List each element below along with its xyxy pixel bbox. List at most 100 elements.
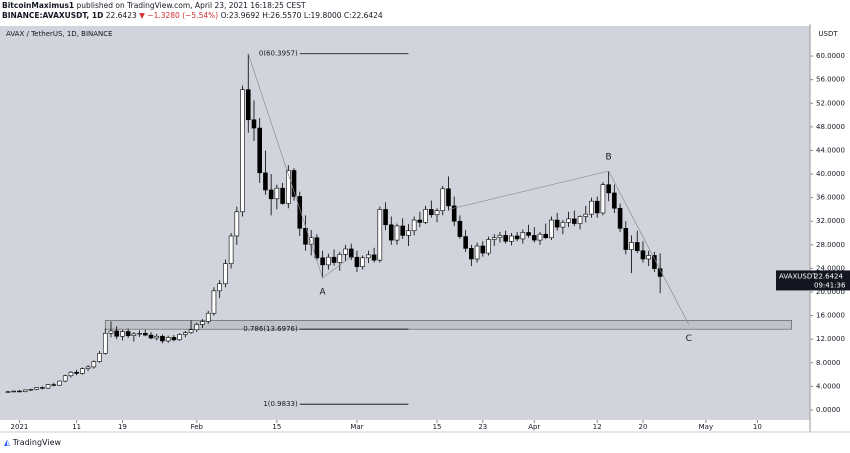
y-tick-label: 16.0000 [816, 312, 845, 320]
candle-body [537, 233, 543, 241]
fib-label: 0(60.3957) [259, 50, 298, 58]
candle-body [549, 219, 554, 239]
candle-body [623, 228, 629, 250]
candle-body [102, 332, 108, 354]
candle-body [474, 245, 480, 260]
candle-body [268, 189, 274, 200]
candle-body [263, 172, 268, 191]
candle-body [423, 209, 428, 223]
y-unit: USDT [818, 30, 838, 38]
candle-body [194, 324, 200, 331]
candle-body [223, 263, 228, 285]
candle-body [200, 321, 205, 325]
candle-body [131, 333, 137, 336]
x-tick-label: May [699, 423, 713, 431]
candle-body [486, 239, 491, 254]
y-tick-label: 0.0000 [816, 406, 841, 414]
candle-body [280, 187, 285, 204]
candle-body [503, 235, 508, 242]
candle-body [457, 220, 463, 237]
candle-body [566, 218, 571, 223]
candle-body [257, 127, 263, 174]
y-tick-label: 56.0000 [816, 76, 845, 84]
plot-background [0, 26, 810, 420]
candle-body [62, 375, 68, 382]
candle-body [177, 334, 182, 341]
candle-body [137, 332, 142, 335]
wave-label: A [320, 287, 327, 297]
candle-body [183, 332, 188, 335]
candle-body [429, 209, 434, 216]
y-tick-label: 4.0000 [816, 382, 841, 390]
wave-label: C [686, 334, 692, 344]
x-tick-label: 15 [272, 423, 281, 431]
x-tick-label: Apr [528, 423, 540, 431]
candle-body [291, 170, 297, 197]
candle-body [142, 332, 148, 336]
candle-body [572, 218, 577, 224]
candle-body [606, 184, 611, 194]
candle-body [337, 253, 343, 263]
x-tick-label: 19 [118, 423, 127, 431]
candle-body [228, 235, 234, 264]
x-tick-label: 11 [72, 423, 81, 431]
symbol: BINANCE:AVAXUSDT, 1D [2, 11, 104, 20]
candle-body [40, 387, 45, 389]
candle-body [217, 283, 222, 292]
candle-body [520, 232, 526, 240]
candle-body [120, 331, 125, 337]
candle-body [188, 329, 194, 334]
zone [104, 320, 792, 330]
candle-body [34, 387, 39, 390]
candle-body [331, 256, 337, 263]
candle-body [85, 366, 91, 369]
candle-body [297, 196, 303, 229]
candle-body [22, 389, 28, 392]
candle-body [657, 268, 663, 277]
y-tick-label: 20.0000 [816, 288, 845, 296]
fib-label: 0.786(13.6976) [243, 325, 298, 333]
fib-label: 1(0.9833) [263, 400, 298, 408]
candle-body [440, 188, 446, 211]
candle-body [400, 225, 406, 236]
candle-body [251, 119, 257, 129]
price-tag-value: 22.6424 [814, 272, 843, 280]
y-tick-label: 8.0000 [816, 359, 841, 367]
candle-body [303, 228, 308, 245]
y-tick-label: 24.0000 [816, 264, 845, 272]
candle-body [74, 371, 79, 374]
candle-body [360, 257, 365, 267]
candle-body [125, 331, 131, 336]
candle-body [646, 255, 651, 260]
wave-line [247, 53, 352, 279]
wave-label: B [606, 153, 612, 163]
candle-body [286, 170, 291, 204]
candle-body [68, 371, 74, 377]
candle-body [406, 230, 411, 236]
candle-body [245, 89, 251, 121]
x-tick-label: 23 [478, 423, 487, 431]
candle-body [240, 89, 245, 213]
y-tick-label: 12.0000 [816, 335, 845, 343]
candle-body [57, 380, 62, 386]
price: 22.6423 [105, 11, 137, 20]
candle-body [491, 237, 497, 240]
y-tick-label: 44.0000 [816, 146, 845, 154]
candle-body [583, 213, 589, 217]
candle-body [446, 188, 451, 207]
countdown: 09:41:36 [814, 281, 846, 289]
x-tick-label: 15 [433, 423, 442, 431]
header-line: BINANCE:AVAXUSDT, 1D 22.6423 ▼ −1.3280 (… [2, 11, 383, 21]
candle-body [554, 219, 560, 228]
candle-body [91, 361, 97, 368]
candle-body [171, 337, 177, 341]
candle-body [417, 219, 423, 223]
candle-body [383, 209, 388, 226]
ohlc: O:23.9692 H:26.5570 L:19.8000 C:22.6424 [220, 11, 383, 20]
x-tick-label: 20 [639, 423, 648, 431]
candle-body [514, 235, 520, 240]
logo: TradingView [12, 438, 62, 447]
candle-body [51, 384, 57, 386]
candle-body [434, 210, 440, 216]
